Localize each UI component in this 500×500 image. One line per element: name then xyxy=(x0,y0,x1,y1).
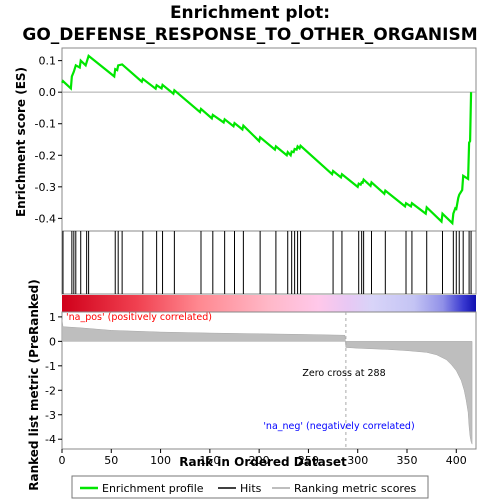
x-tick-label: 300 xyxy=(347,454,368,467)
metric-y-tick-label: 1 xyxy=(49,311,56,324)
es-y-tick-label: 0.0 xyxy=(39,86,57,99)
x-tick-label: 350 xyxy=(397,454,418,467)
metric-y-tick-label: -4 xyxy=(45,433,56,446)
enrichment-profile-line xyxy=(61,54,473,226)
metric-y-ticks: 1 0 -1 -2 -3 -4 xyxy=(45,311,62,446)
chart-title-line2: GO_DEFENSE_RESPONSE_TO_OTHER_ORGANISM xyxy=(22,25,477,45)
ranking-metric-area xyxy=(61,319,473,445)
x-axis-label: Rank in Ordered Dataset xyxy=(179,455,347,469)
x-tick-label: 150 xyxy=(199,454,220,467)
es-y-tick-label: -0.4 xyxy=(35,212,56,225)
metric-y-tick-label: -2 xyxy=(45,384,56,397)
metric-panel: 1 0 -1 -2 -3 -4 'na_pos' (positively correlat… xyxy=(27,279,477,491)
x-tick-label: 50 xyxy=(104,454,118,467)
hit-lines xyxy=(62,231,472,294)
es-y-axis-label: Enrichment score (ES) xyxy=(14,67,28,217)
x-tick-label: 400 xyxy=(446,454,467,467)
es-panel: 0.1 0.0 -0.1 -0.2 -0.3 -0.4 Enrichment score … xyxy=(14,47,477,232)
x-axis-ticks: 0 50 100 150 200 250 300 350 400 xyxy=(59,449,467,467)
legend-hits-label: Hits xyxy=(240,482,262,495)
pos-correlated-label: 'na_pos' (positively correlated) xyxy=(66,312,212,323)
metric-y-tick-label: -3 xyxy=(45,409,56,422)
x-tick-label: 200 xyxy=(249,454,270,467)
x-tick-label: 0 xyxy=(59,454,66,467)
metric-y-tick-label: -1 xyxy=(45,360,56,373)
legend-enrichment-label: Enrichment profile xyxy=(102,482,204,495)
hits-panel xyxy=(61,230,477,295)
zero-cross-label: Zero cross at 288 xyxy=(302,368,385,379)
x-tick-label: 250 xyxy=(298,454,319,467)
es-y-tick-label: -0.2 xyxy=(35,149,56,162)
es-y-ticks: 0.1 0.0 -0.1 -0.2 -0.3 -0.4 xyxy=(35,55,62,225)
neg-correlated-label: 'na_neg' (negatively correlated) xyxy=(263,421,414,432)
hits-panel-frame xyxy=(61,230,477,295)
es-y-tick-label: 0.1 xyxy=(39,55,57,68)
chart-title-line1: Enrichment plot: xyxy=(170,3,330,23)
es-y-tick-label: -0.1 xyxy=(35,118,56,131)
legend-frame xyxy=(71,475,429,499)
es-panel-frame xyxy=(61,47,477,232)
legend: Enrichment profile Hits Ranking metric s… xyxy=(71,475,429,499)
ranking-color-bar xyxy=(62,295,476,312)
es-y-tick-label: -0.3 xyxy=(35,181,56,194)
metric-y-axis-label: Ranked list metric (PreRanked) xyxy=(27,279,41,491)
metric-y-tick-label: 0 xyxy=(49,335,56,348)
legend-metric-label: Ranking metric scores xyxy=(294,482,416,495)
x-tick-label: 100 xyxy=(150,454,171,467)
